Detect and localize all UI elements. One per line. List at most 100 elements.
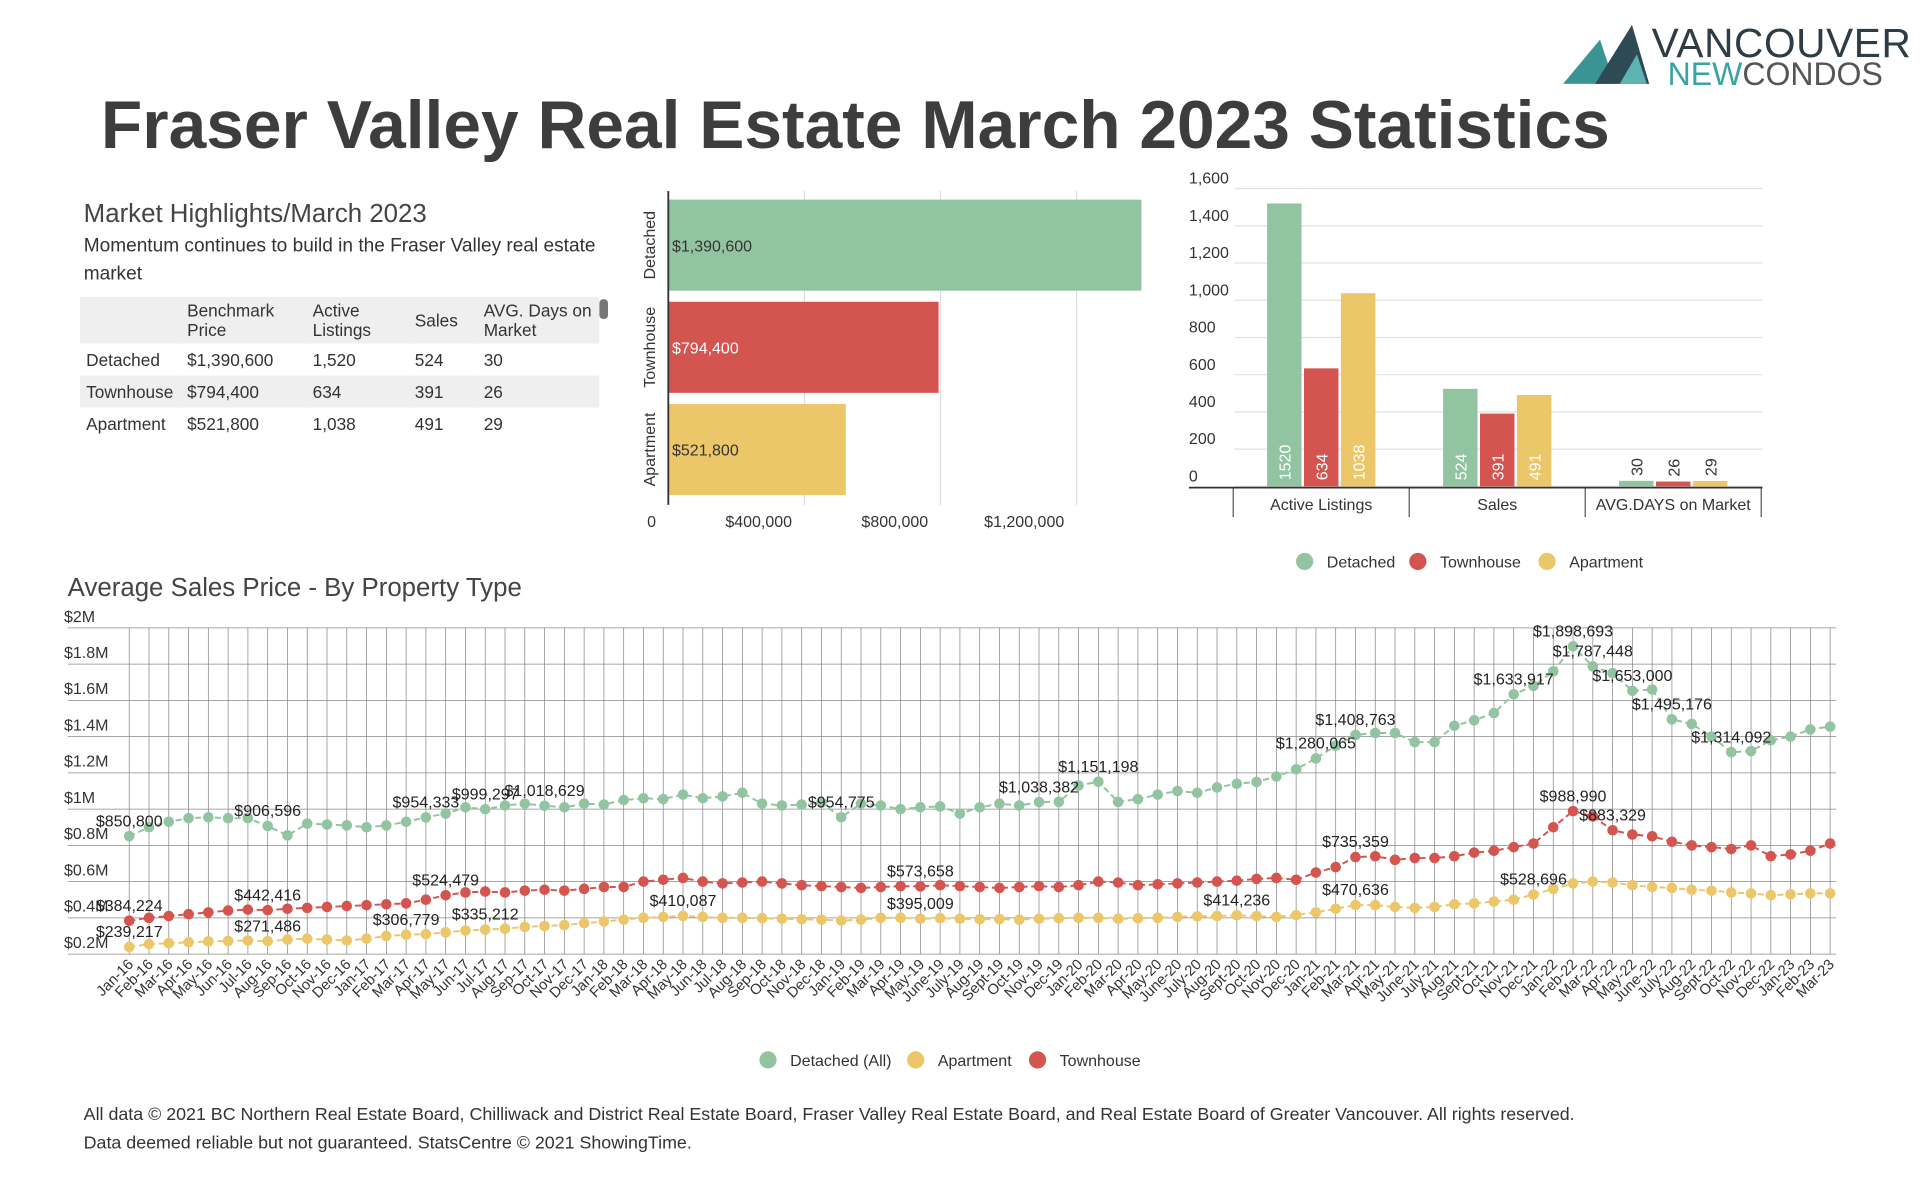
- data-point: [895, 880, 906, 892]
- data-point: [203, 936, 214, 947]
- data-point: [143, 938, 155, 950]
- data-point: [1152, 789, 1163, 800]
- table-row: Detached $1,390,600 1,520 524 30: [80, 344, 599, 376]
- data-point: [994, 798, 1005, 809]
- data-point: [895, 803, 906, 815]
- y-tick-label: $1.4M: [64, 717, 108, 734]
- data-point: [915, 913, 926, 925]
- data-point: [796, 879, 807, 891]
- bar: [1656, 481, 1691, 487]
- data-point: [321, 819, 333, 830]
- legend-marker: [907, 1051, 925, 1069]
- data-point: [796, 799, 807, 810]
- data-point: [598, 799, 610, 810]
- data-point: [1567, 640, 1579, 652]
- data-point: [163, 937, 175, 949]
- legend-marker: [1028, 1051, 1047, 1069]
- data-point: [1646, 881, 1658, 893]
- data-point: [1686, 884, 1697, 896]
- data-point: [756, 876, 768, 887]
- data-point: [1211, 876, 1223, 887]
- data-point: [381, 930, 392, 942]
- data-point: [1389, 901, 1401, 913]
- y-tick-label: $2M: [64, 609, 95, 626]
- logo-shape: [1563, 39, 1615, 84]
- data-point: [1567, 805, 1579, 817]
- data-point: [163, 816, 175, 828]
- header-cell: [80, 297, 181, 344]
- data-point: [1271, 911, 1282, 923]
- y-tick-label: $0.8M: [64, 826, 108, 843]
- data-point: [1725, 746, 1737, 758]
- data-point: [1468, 847, 1480, 858]
- data-point: [282, 903, 293, 915]
- data-point: [1350, 729, 1361, 741]
- highlights-subtitle: Momentum continues to build in the Frase…: [83, 235, 596, 285]
- data-point: [1211, 782, 1223, 793]
- data-point: [697, 792, 709, 804]
- value-label: $524,479: [412, 872, 479, 889]
- data-point: [1271, 872, 1282, 884]
- value-label: $794,400: [672, 340, 739, 357]
- data-point: [1547, 883, 1559, 895]
- x-tick-label: Sales: [1477, 497, 1517, 514]
- data-point: [816, 797, 827, 809]
- data-point: [1251, 873, 1262, 885]
- data-point: [756, 798, 768, 809]
- header-cell: Benchmark Price: [187, 300, 275, 340]
- data-point: [1805, 888, 1816, 899]
- data-point: [974, 881, 985, 893]
- data-point: [123, 915, 135, 926]
- data-point: [835, 812, 847, 823]
- data-point: [519, 798, 531, 809]
- data-point: [1093, 876, 1104, 887]
- page-title: Fraser Valley Real Estate March 2023 Sta…: [101, 88, 1610, 163]
- data-point: [1547, 821, 1559, 833]
- y-tick-label: $0.2M: [64, 935, 108, 952]
- value-label: $850,800: [96, 813, 163, 830]
- data-point: [1330, 861, 1341, 873]
- value-label: $1,495,176: [1632, 697, 1712, 714]
- data-point: [1528, 838, 1539, 849]
- data-point: [519, 885, 531, 896]
- data-point: [559, 885, 570, 896]
- y-tick-label: 600: [1189, 357, 1216, 374]
- cell: 1,520: [312, 349, 356, 370]
- data-point: [677, 910, 689, 922]
- data-point: [1310, 907, 1322, 918]
- cell: 26: [483, 381, 503, 402]
- data-point: [1508, 894, 1519, 906]
- highlights-table-box: Benchmark Price Active Listings Sales AV…: [80, 296, 600, 433]
- y-tick-label: 800: [1189, 320, 1216, 337]
- value-label: $999,297: [452, 786, 519, 803]
- data-point: [1409, 736, 1421, 748]
- value-label: $1,314,092: [1691, 729, 1771, 746]
- data-point: [677, 789, 689, 800]
- value-label: $384,224: [96, 898, 163, 915]
- value-label: 29: [1703, 458, 1720, 476]
- data-point: [1271, 771, 1282, 782]
- data-point: [1824, 888, 1836, 899]
- data-point: [1587, 876, 1599, 887]
- data-point: [499, 887, 511, 898]
- legend-marker: [1538, 552, 1556, 571]
- data-point: [1132, 879, 1144, 891]
- data-point: [638, 912, 649, 924]
- legend-label: Townhouse: [1060, 1053, 1141, 1070]
- data-point: [1369, 899, 1381, 911]
- data-point: [420, 812, 432, 823]
- data-point: [934, 912, 946, 924]
- legend-label: Townhouse: [1440, 555, 1521, 572]
- data-point: [123, 941, 135, 953]
- data-point: [400, 898, 412, 909]
- data-point: [1093, 912, 1104, 924]
- data-point: [1706, 841, 1717, 853]
- data-point: [1191, 787, 1203, 799]
- data-point: [341, 900, 353, 912]
- data-point: [539, 920, 550, 932]
- data-point: [1389, 727, 1401, 739]
- category-label: Apartment: [642, 412, 659, 486]
- bar: [1619, 480, 1654, 487]
- data-point: [954, 913, 966, 925]
- scrollbar: [599, 299, 608, 319]
